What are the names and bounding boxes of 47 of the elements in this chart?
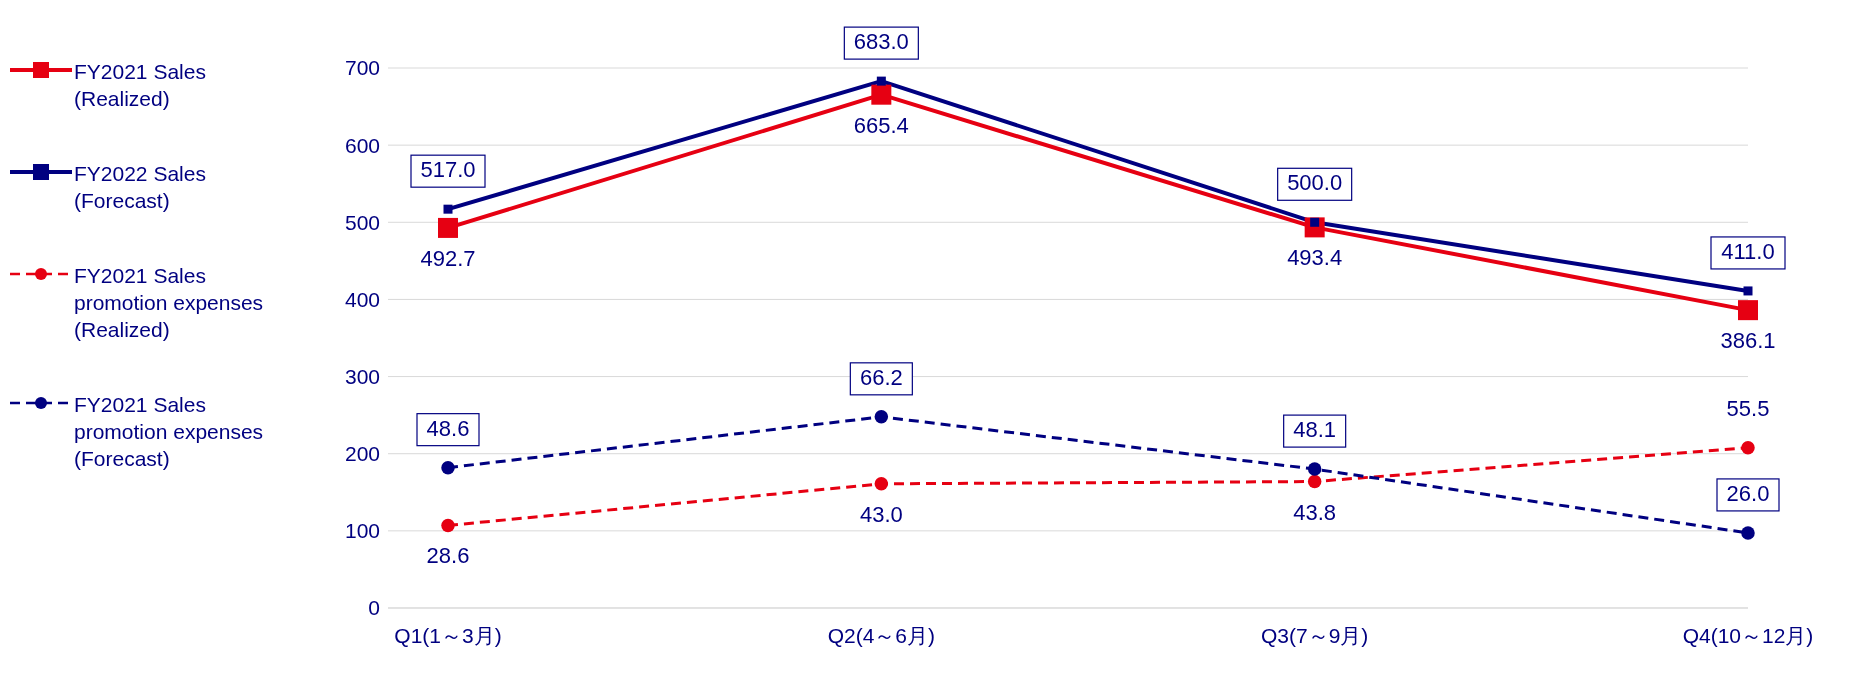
data-label: 386.1 [1720,328,1776,354]
y-tick-label: 0 [368,596,380,620]
data-label: 517.0 [420,157,476,183]
data-label: 26.0 [1726,480,1770,506]
y-tick-label: 300 [344,365,380,389]
point [443,204,453,214]
legend-label: FY2021 Sales (Realized) [74,59,207,112]
y-tick-label: 100 [344,519,380,543]
point [441,518,455,533]
data-label: 28.6 [426,543,470,569]
x-tick-label: Q4(10～12月) [1682,623,1814,647]
point [871,84,892,105]
y-tick-label: 700 [344,56,380,80]
point [874,410,889,424]
point [438,217,458,238]
point [441,460,455,475]
y-tick-label: 400 [344,287,380,311]
data-label: 411.0 [1721,238,1775,264]
point [1743,286,1753,296]
data-label: 493.4 [1287,245,1343,271]
legend-label: FY2022 Sales (Forecast) [74,161,207,214]
data-label: 665.4 [853,112,909,138]
point [1307,474,1322,489]
x-tick-label: Q2(4～6月) [827,623,936,647]
data-label: 55.5 [1726,395,1770,421]
point [1738,300,1758,321]
data-label: 66.2 [859,364,903,390]
point [1307,462,1322,476]
data-label: 48.6 [426,415,470,441]
data-label: 500.0 [1287,170,1343,196]
data-label: 43.8 [1293,499,1337,525]
y-tick-label: 600 [344,133,380,157]
y-tick-label: 500 [344,210,380,234]
y-tick-label: 200 [344,442,380,466]
point [1310,217,1320,227]
point [1741,440,1755,455]
point [876,76,886,86]
data-label: 43.0 [859,501,903,527]
legend-label: FY2021 Sales promotion expenses (Realized) [74,263,265,343]
x-tick-label: Q1(1～3月) [394,623,502,647]
point [874,477,889,491]
data-label: 683.0 [853,29,909,55]
data-label: 48.1 [1293,417,1337,443]
x-tick-label: Q3(7～9月) [1260,623,1369,647]
legend-label: FY2021 Sales promotion expenses (Forecast) [74,392,265,472]
data-label: 492.7 [420,245,476,271]
point [1741,526,1755,540]
